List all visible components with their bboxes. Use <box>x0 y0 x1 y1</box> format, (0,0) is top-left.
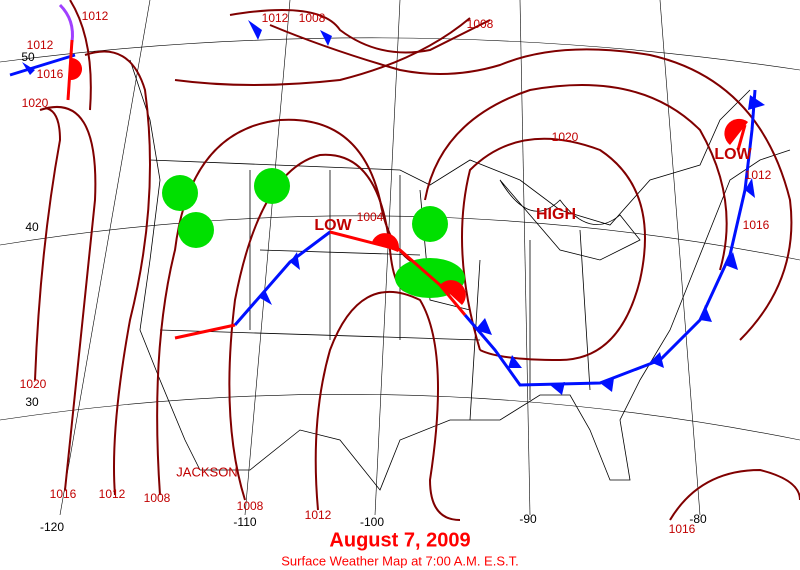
pressure-system-label: LOW <box>314 217 352 234</box>
isobar-label: 1008 <box>299 11 326 25</box>
latitude-label: 50 <box>21 50 35 64</box>
isobar-label: 1012 <box>27 38 54 52</box>
isobar-label: 1016 <box>743 218 770 232</box>
longitude-label: -100 <box>360 515 384 529</box>
isobar-label: 1008 <box>144 491 171 505</box>
coastlines-and-borders <box>129 59 791 491</box>
isobar-label: 1008 <box>467 17 494 31</box>
isobar-label: 1016 <box>50 487 77 501</box>
longitude-label: -80 <box>689 512 707 526</box>
labels: 1012 1012 1016 1020 1012 1008 1008 1020 1004 1012… <box>20 9 772 536</box>
pressure-system-label: HIGH <box>536 206 576 223</box>
map-title: August 7, 2009 <box>329 529 470 551</box>
isobar-label: 1012 <box>745 168 772 182</box>
isobar-label: 1020 <box>22 96 49 110</box>
latitude-label: 30 <box>25 395 39 409</box>
longitude-label: -90 <box>519 512 537 526</box>
longitude-label: -110 <box>233 515 256 529</box>
isobar-label: 1008 <box>237 499 264 513</box>
isobars <box>34 0 800 521</box>
pressure-system-label: LOW <box>714 146 752 163</box>
isobar-label: 1012 <box>99 487 126 501</box>
isobar-label: 1004 <box>357 210 384 224</box>
fronts <box>9 3 765 395</box>
longitude-label: -120 <box>40 520 64 534</box>
isobar-label: 1016 <box>37 67 64 81</box>
isobar-label: 1020 <box>552 130 579 144</box>
isobar-label: 1012 <box>305 508 332 522</box>
isobar-label: 1020 <box>20 377 47 391</box>
place-label: JACKSON <box>176 464 237 479</box>
latitude-label: 40 <box>25 220 39 234</box>
map-subtitle: Surface Weather Map at 7:00 A.M. E.S.T. <box>281 553 519 568</box>
isobar-label: 1012 <box>82 9 109 23</box>
isobar-label: 1012 <box>262 11 289 25</box>
isobar-label: 1016 <box>669 522 696 536</box>
